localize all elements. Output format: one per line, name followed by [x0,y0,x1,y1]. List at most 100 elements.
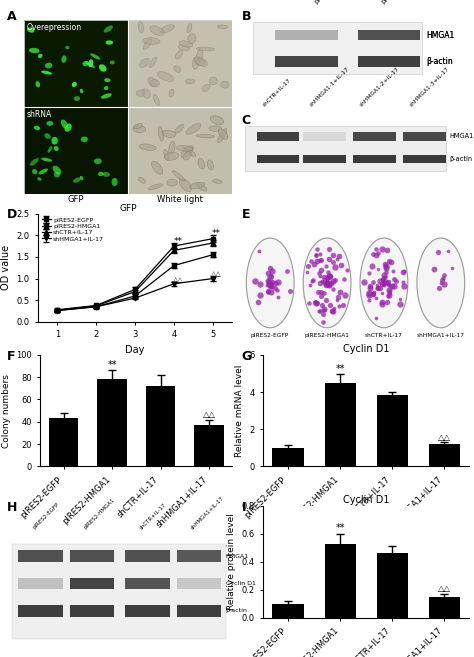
Ellipse shape [186,124,201,135]
Point [401,281,408,292]
Point [273,285,281,296]
Text: △△: △△ [211,271,222,277]
Ellipse shape [36,81,40,87]
Bar [125,578,170,589]
Point [369,249,376,260]
Point [317,290,325,301]
Point [326,270,333,281]
Ellipse shape [41,70,52,75]
Point [325,280,333,290]
Point [321,275,329,285]
Bar [357,56,420,67]
Point [382,272,389,283]
Point [437,277,445,288]
Ellipse shape [181,146,193,158]
Point [316,254,323,265]
Point [440,270,447,281]
Ellipse shape [138,22,144,33]
Point [323,277,331,288]
Ellipse shape [143,39,152,49]
Ellipse shape [88,59,93,67]
Point [380,279,388,290]
Ellipse shape [99,64,107,72]
Bar [24,107,128,194]
Legend: pIRES2-EGFP, pIRES2-HMGA1, shCTR+IL-17, shHMGA1+IL-17: pIRES2-EGFP, pIRES2-HMGA1, shCTR+IL-17, … [41,217,105,242]
Bar [273,448,304,466]
Point [325,271,333,282]
Point [315,267,322,278]
Y-axis label: OD value: OD value [1,245,11,290]
Ellipse shape [80,176,83,180]
Point [379,273,386,284]
Point [381,270,388,281]
Point [438,275,446,285]
Point [326,300,333,310]
Point [266,279,274,290]
Ellipse shape [164,152,179,160]
Text: pIRES2-EGFP: pIRES2-EGFP [313,0,349,5]
Point [383,277,390,288]
Point [265,279,273,289]
Point [440,279,448,290]
Point [368,261,375,271]
Ellipse shape [29,48,40,53]
Point [328,277,335,288]
Point [305,260,312,271]
Point [374,248,382,258]
Text: shHMGA1+IL-17: shHMGA1+IL-17 [417,333,465,338]
Point [311,297,319,307]
Ellipse shape [202,84,210,91]
Point [317,287,325,298]
Point [341,289,348,300]
Point [329,250,337,260]
Text: **: ** [212,229,221,238]
Bar [24,20,128,107]
Point [325,254,333,264]
Point [266,281,274,291]
Ellipse shape [110,60,115,64]
Text: △△: △△ [173,277,184,283]
Ellipse shape [192,57,199,69]
Ellipse shape [81,137,88,142]
Point [372,313,379,323]
Point [383,245,391,256]
Point [385,279,393,290]
Bar [428,444,460,466]
Point [378,287,386,298]
Bar [18,578,63,589]
Ellipse shape [62,55,66,63]
Point [312,250,320,260]
Bar [376,395,408,466]
Point [315,306,323,316]
Point [385,286,392,296]
Ellipse shape [160,25,174,33]
Point [385,276,392,286]
Ellipse shape [47,146,52,153]
Text: D: D [7,208,18,221]
Text: shCTR+IL-17: shCTR+IL-17 [262,77,292,107]
Bar [256,154,299,163]
Text: shHMGA1-2+IL-17: shHMGA1-2+IL-17 [359,66,401,107]
Ellipse shape [73,177,81,183]
Point [400,266,408,277]
Point [320,304,328,314]
Point [378,298,385,309]
Bar [18,551,63,562]
Point [254,297,261,307]
Text: A: A [7,10,17,23]
Point [365,267,373,278]
Point [330,303,338,313]
Text: F: F [7,350,16,363]
Text: **: ** [336,364,345,374]
Ellipse shape [194,57,208,66]
Text: β-actin: β-actin [450,156,473,162]
Point [306,279,313,290]
Point [264,287,272,298]
Point [396,299,404,309]
Ellipse shape [178,45,189,51]
Bar [403,132,446,141]
Point [387,288,394,298]
Point [309,276,316,286]
Point [369,288,376,299]
Ellipse shape [65,46,70,49]
